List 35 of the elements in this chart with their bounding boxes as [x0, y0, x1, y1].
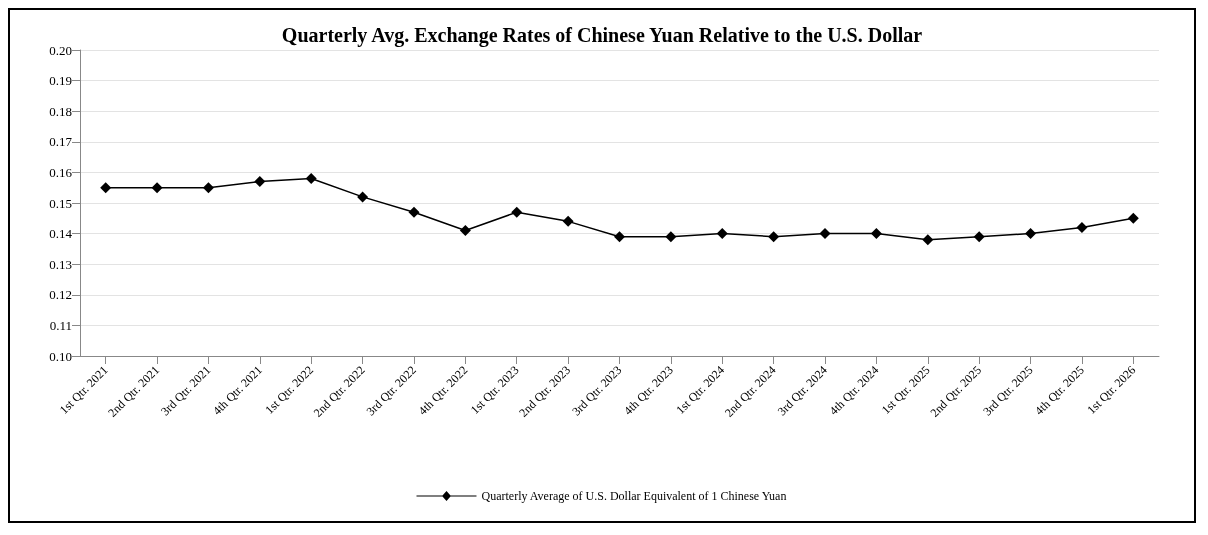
point — [100, 182, 112, 194]
point — [716, 228, 728, 240]
point — [870, 228, 882, 240]
y-tick-label: 0.16 — [49, 164, 73, 180]
y-tick-label: 0.14 — [49, 226, 73, 242]
point — [1076, 221, 1088, 233]
point — [305, 173, 317, 185]
y-tick-label: 0.20 — [49, 42, 72, 58]
point — [511, 206, 523, 218]
y-tick-label: 0.12 — [49, 287, 72, 303]
point — [768, 231, 780, 243]
point — [562, 215, 574, 227]
chart-title: Quarterly Avg. Exchange Rates of Chinese Yuan Relative to the U.S. Dollar — [281, 24, 923, 47]
point — [1025, 228, 1037, 240]
point — [819, 228, 831, 240]
point — [665, 231, 677, 243]
y-tick-label: 0.11 — [49, 317, 72, 333]
point — [357, 191, 369, 203]
point — [202, 182, 214, 194]
x-tick-label: 3rd Qtr. 2021 — [158, 363, 214, 419]
point — [408, 206, 420, 218]
y-tick-label: 0.19 — [49, 73, 72, 89]
y-tick-label: 0.17 — [49, 134, 73, 150]
point — [254, 176, 266, 188]
point — [922, 234, 934, 246]
y-tick-label: 0.18 — [49, 103, 72, 119]
point — [614, 231, 625, 243]
y-tick-label: 0.10 — [49, 348, 72, 364]
y-tick-label: 0.13 — [49, 256, 72, 272]
point — [151, 182, 163, 194]
legend-label: Quarterly Average of U.S. Dollar Equivalent of 1 Chinese Yuan — [481, 489, 787, 503]
point — [459, 225, 471, 237]
point — [973, 231, 985, 243]
y-tick-label: 0.15 — [49, 195, 72, 211]
point — [1127, 212, 1139, 224]
